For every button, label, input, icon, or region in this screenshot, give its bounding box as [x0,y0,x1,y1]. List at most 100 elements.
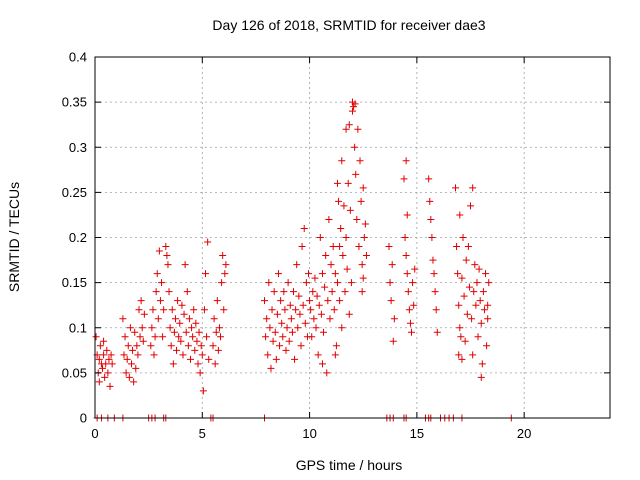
data-point [409,279,417,287]
data-point [360,234,368,241]
data-point [120,351,128,359]
data-point [472,301,480,309]
data-point [458,355,466,363]
data-point [202,270,210,278]
data-point [336,297,344,305]
data-point [385,243,393,251]
data-point [353,215,361,223]
data-point [171,315,179,323]
data-point [402,252,410,260]
data-point [183,288,191,296]
data-point [455,351,463,359]
data-point [452,184,459,192]
data-point [390,315,398,323]
data-point [264,351,272,359]
data-point [263,315,271,323]
data-point [471,261,479,269]
data-point [105,355,113,363]
data-point [165,288,173,296]
data-point [404,288,412,296]
data-point [166,324,174,332]
data-point [281,306,289,314]
data-point [132,364,140,372]
data-point [136,333,144,341]
data-point [357,197,365,205]
data-point [152,288,160,296]
data-point [131,328,139,336]
data-point [299,301,307,309]
data-point [211,360,219,368]
data-point [276,342,284,350]
data-point [195,328,203,336]
data-point [476,297,484,305]
data-point [95,378,103,386]
data-point [331,270,339,278]
data-point [389,337,397,345]
data-point [262,333,270,341]
data-point [268,306,276,314]
data-point [465,283,473,291]
data-point [265,279,273,287]
data-point [294,324,302,332]
data-point [194,360,202,368]
data-point [147,342,155,350]
data-point [158,279,166,287]
data-point [408,328,416,336]
data-point [173,346,181,354]
data-point [160,306,168,314]
data-point [456,324,464,332]
data-point [433,328,441,336]
data-point [283,324,291,332]
data-point [221,270,229,278]
data-point [126,324,134,332]
data-point [150,351,158,359]
data-point [282,346,290,354]
data-point [331,351,339,359]
data-point [343,265,351,273]
data-point [119,315,127,323]
data-point [456,211,464,219]
data-point [388,261,396,269]
data-point [138,324,146,332]
data-point [101,373,109,381]
data-point [400,175,408,183]
data-point [133,342,141,350]
data-point [326,315,334,323]
data-point [196,369,204,377]
data-point [191,346,199,354]
x-tick-label: 0 [91,426,98,441]
data-point [461,337,469,345]
data-point [330,306,338,314]
data-point [478,360,486,368]
data-point [324,297,332,305]
data-point [342,234,350,241]
data-point [293,261,301,269]
data-point [203,333,211,341]
data-point [473,279,481,287]
data-point [310,315,318,323]
data-point [269,337,277,345]
data-point [261,297,269,305]
data-point [315,301,323,309]
data-point [483,342,491,350]
data-point [328,288,336,296]
data-point [428,234,436,241]
data-point [213,297,221,305]
data-point [217,333,225,341]
data-point [284,279,292,287]
data-point [154,315,162,323]
data-point [193,337,201,345]
data-point [295,292,303,300]
data-point [212,328,220,336]
axes: 0 0.05 0.1 0.15 0.2 0.25 0.3 0.35 0.4 0 5 10 15 20 [62,50,610,441]
data-point [280,288,288,296]
data-point [278,319,286,327]
data-point [333,279,341,287]
data-point [185,315,193,323]
data-point [174,297,182,305]
data-point [182,328,190,336]
data-point [454,270,462,278]
data-point [100,351,108,359]
y-tick-label: 0.1 [69,320,87,335]
